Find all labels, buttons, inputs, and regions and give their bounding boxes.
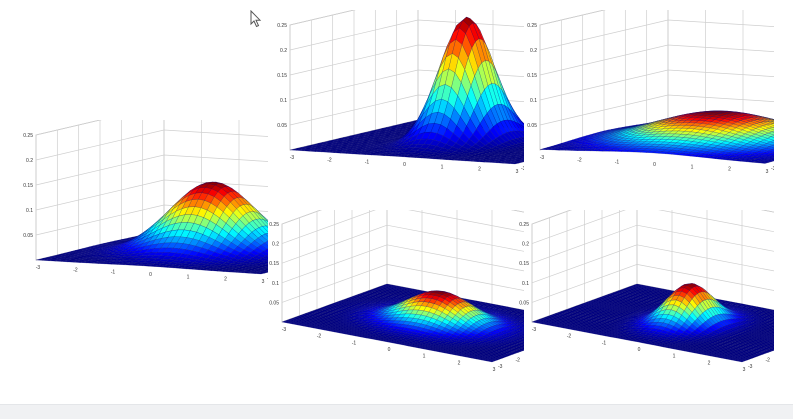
x-tick-label: -1 (111, 270, 116, 276)
x-tick-label: -1 (615, 160, 620, 166)
x-tick-label: -2 (577, 157, 582, 163)
x-tick-label: 2 (728, 167, 731, 173)
x-tick-label: 3 (766, 169, 769, 175)
z-tick-label: 0.15 (527, 73, 537, 79)
z-tick-label: 0.15 (277, 73, 287, 79)
x-tick-label: -3 (540, 155, 545, 161)
x-tick-label: 0 (653, 162, 656, 168)
z-tick-label: 0.2 (272, 242, 279, 248)
y-tick-label: -3 (771, 166, 774, 172)
z-tick-label: 0.1 (530, 98, 537, 104)
x-tick-label: 1 (187, 274, 190, 280)
z-tick-label: 0.25 (277, 23, 287, 29)
x-tick-label: 1 (441, 164, 444, 170)
z-tick-label: 0.1 (280, 98, 287, 104)
z-tick-label: 0.05 (269, 300, 279, 306)
x-tick-label: -2 (73, 267, 78, 273)
x-tick-label: 2 (478, 167, 481, 173)
x-tick-label: -3 (290, 155, 295, 161)
z-tick-label: 0.1 (26, 208, 33, 214)
z-tick-label: 0.05 (527, 123, 537, 129)
x-tick-label: 2 (224, 277, 227, 283)
x-tick-label: -2 (327, 157, 332, 163)
z-tick-label: 0.2 (280, 48, 287, 54)
z-tick-label: 0.25 (527, 23, 537, 29)
x-tick-label: 0 (149, 272, 152, 278)
x-tick-label: 1 (691, 164, 694, 170)
x-tick-label: -3 (36, 265, 41, 271)
z-tick-label: 0.2 (26, 158, 33, 164)
z-tick-label: 0.25 (23, 133, 33, 139)
z-tick-label: 0.15 (23, 183, 33, 189)
x-tick-label: 0 (403, 162, 406, 168)
z-tick-label: 0.2 (530, 48, 537, 54)
x-tick-label: -1 (365, 160, 370, 166)
z-tick-label: 0.05 (23, 233, 33, 239)
z-tick-label: 0.15 (269, 261, 279, 267)
z-tick-label: 0.1 (272, 281, 279, 287)
z-tick-label: 0.25 (269, 222, 279, 228)
z-tick-label: 0.05 (277, 123, 287, 129)
